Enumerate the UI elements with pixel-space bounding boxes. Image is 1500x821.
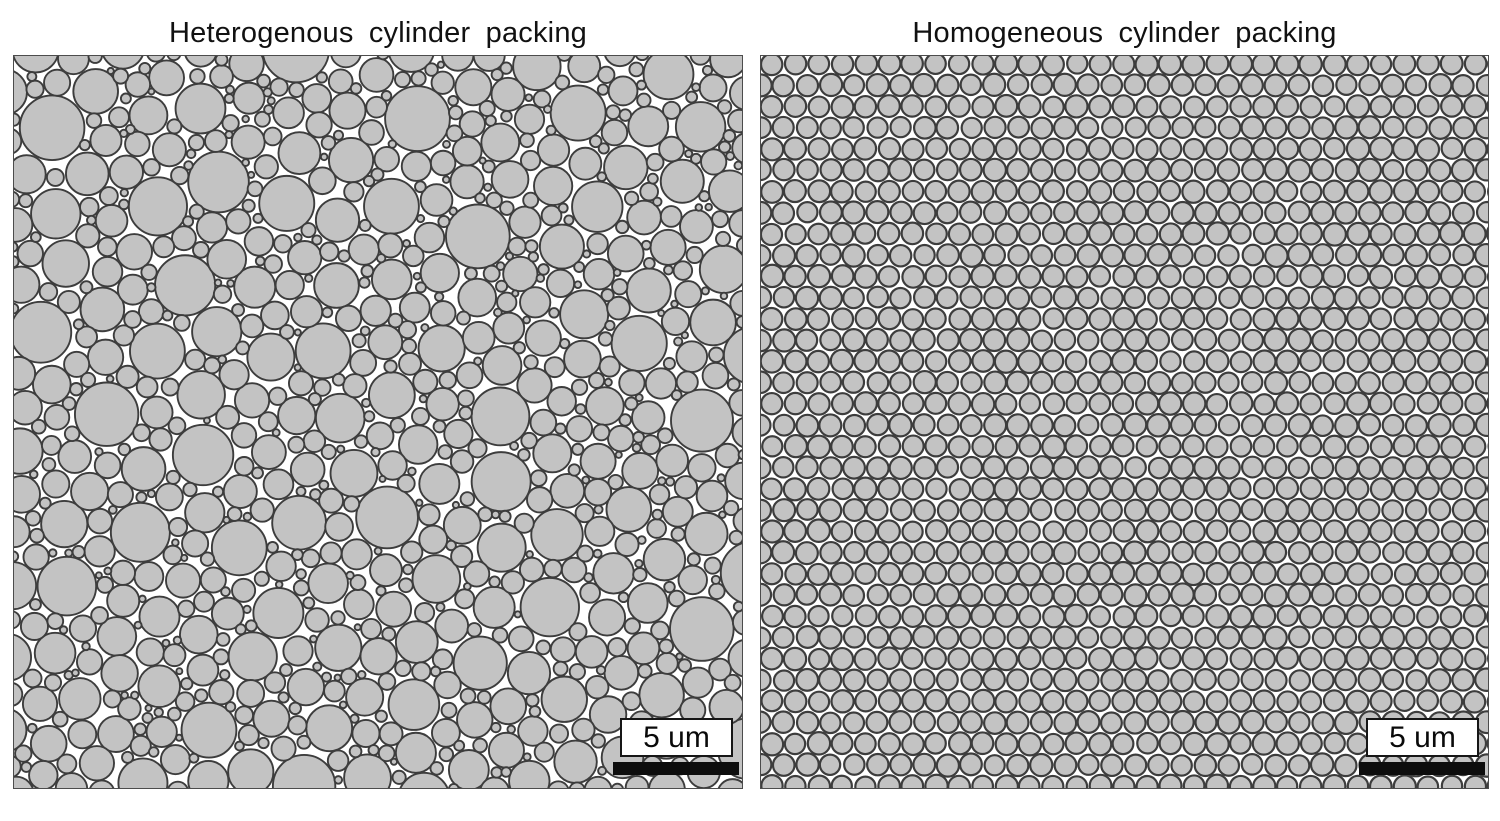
panel-title-heterogeneous: Heterogenous cylinder packing <box>169 17 587 49</box>
scalebar-label: 5 um <box>1389 720 1456 754</box>
scalebar-label-box: 5 um <box>620 718 733 757</box>
heterogeneous-packing-plot: 5 um <box>13 55 743 789</box>
packing-svg-homogeneous <box>761 56 1488 788</box>
scalebar-bar <box>613 762 739 775</box>
panel-title-homogeneous: Homogeneous cylinder packing <box>912 17 1337 49</box>
scalebar-label-box: 5 um <box>1366 718 1479 757</box>
scalebar-heterogeneous: 5 um <box>613 718 739 775</box>
scalebar-label: 5 um <box>643 720 710 754</box>
scalebar-bar <box>1359 762 1485 775</box>
panel-homogeneous: Homogeneous cylinder packing 5 um <box>760 12 1489 789</box>
packing-svg-heterogeneous <box>14 56 742 788</box>
panel-heterogeneous: Heterogenous cylinder packing 5 um <box>13 12 743 789</box>
scalebar-homogeneous: 5 um <box>1359 718 1485 775</box>
homogeneous-packing-plot: 5 um <box>760 55 1489 789</box>
